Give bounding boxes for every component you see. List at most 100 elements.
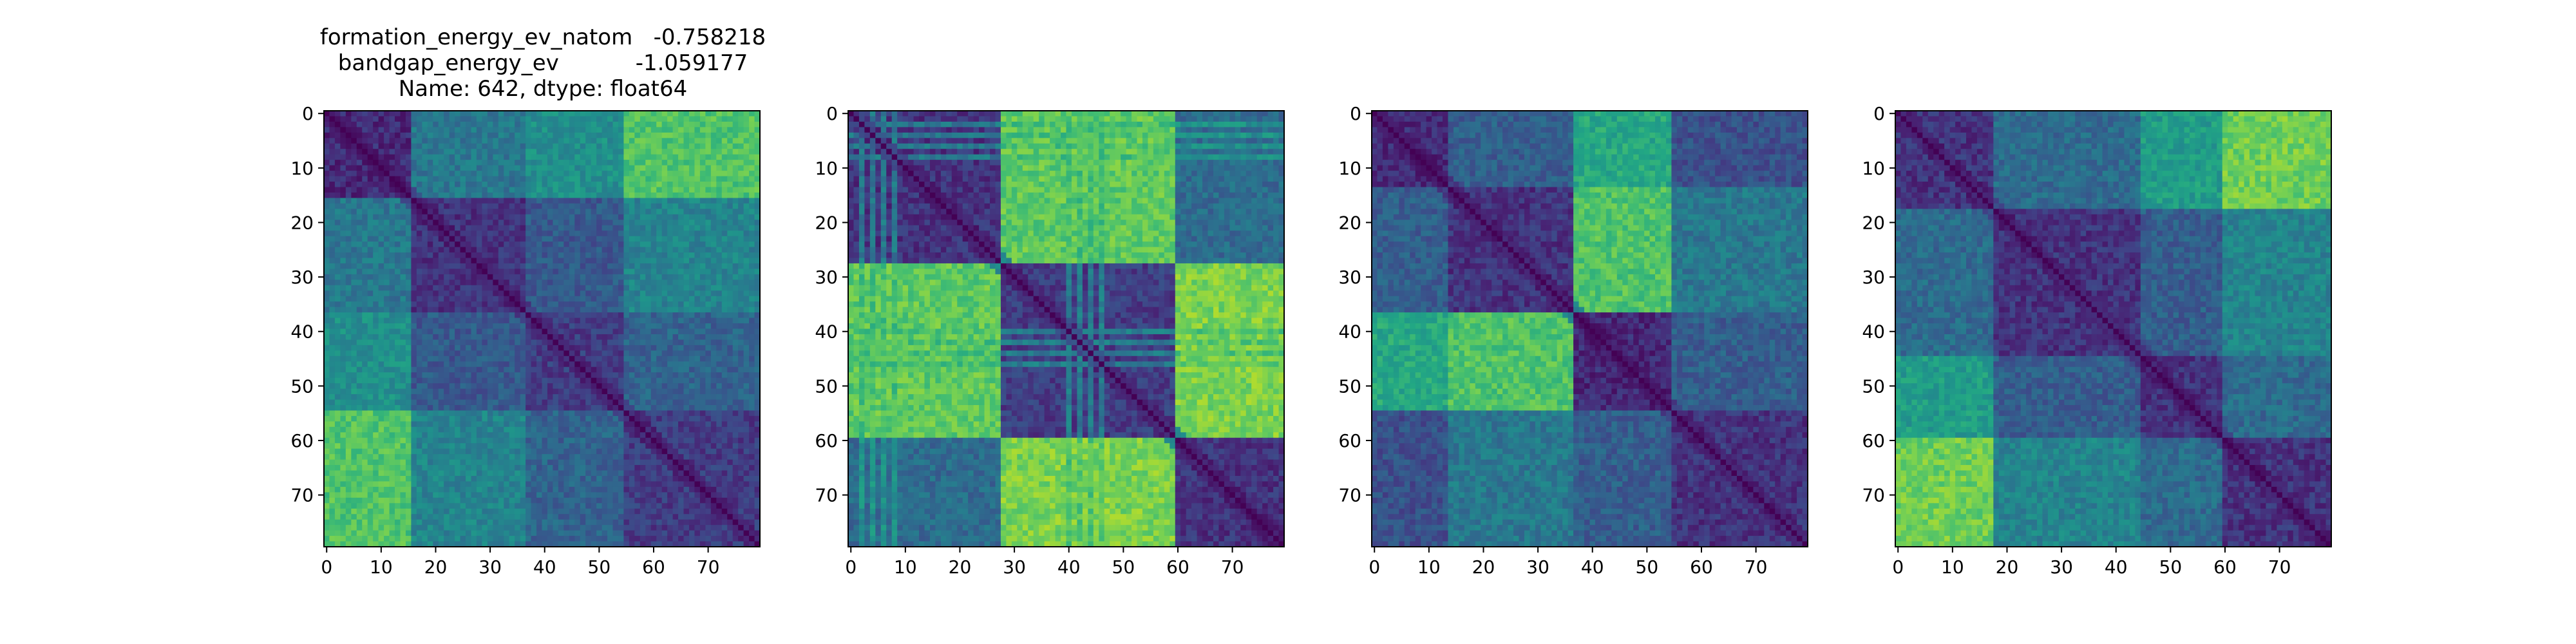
heatmap-cell [411,127,417,133]
heatmap-cell [585,247,591,253]
heatmap-cell [673,421,679,427]
heatmap-cell [667,383,673,389]
heatmap-cell [329,193,335,198]
heatmap-cell [439,122,444,128]
heatmap-cell [362,133,368,138]
heatmap-cell [591,432,597,438]
heatmap-cell [536,182,542,187]
heatmap-cell [591,258,597,263]
heatmap-cell [351,301,357,307]
heatmap-cell [689,356,695,362]
heatmap-cell [547,171,553,176]
heatmap-cell [542,182,548,187]
heatmap-cell [466,279,471,285]
heatmap-cell [580,290,586,296]
heatmap-cell [351,405,357,411]
heatmap-cell [417,318,422,324]
heatmap-cell [722,144,728,149]
heatmap-cell [596,269,602,274]
heatmap-cell [433,116,439,122]
heatmap-cell [488,274,493,280]
heatmap-cell [444,155,450,160]
heatmap-cell [673,307,679,313]
heatmap-cell [520,236,526,242]
heatmap-cell [749,372,755,378]
heatmap-cell [422,410,428,416]
heatmap-cell [711,438,717,444]
heatmap-cell [433,274,439,280]
heatmap-cell [504,367,509,373]
heatmap-cell [329,155,335,160]
heatmap-cell [591,438,597,444]
heatmap-cell [340,350,346,356]
heatmap-cell [542,252,548,258]
heatmap-cell [444,443,450,449]
heatmap-cell [651,116,657,122]
heatmap-cell [488,350,493,356]
heatmap-cell [623,334,629,340]
heatmap-cell [700,421,706,427]
heatmap-cell [607,400,613,406]
heatmap-cell [574,318,580,324]
heatmap-cell [651,236,657,242]
heatmap-cell [585,258,591,263]
heatmap-cell [542,400,548,406]
heatmap-cell [450,378,455,384]
heatmap-cell [607,312,613,318]
heatmap-cell [591,339,597,345]
heatmap-cell [667,312,673,318]
heatmap-cell [564,247,569,253]
heatmap-cell [351,323,357,329]
heatmap-cell [722,225,728,231]
heatmap-cell [613,166,619,171]
heatmap-cell [711,193,717,198]
heatmap-cell [607,247,613,253]
heatmap-cell [580,285,586,291]
heatmap-cell [651,329,657,335]
heatmap-cell [390,329,395,335]
heatmap-cell [444,279,450,285]
heatmap-cell [580,432,586,438]
heatmap-cell [733,334,739,340]
heatmap-cell [553,345,558,351]
heatmap-cell [329,400,335,406]
heatmap-cell [678,427,684,433]
heatmap-cell [417,252,422,258]
heatmap-cell [439,242,444,247]
heatmap-cell [460,176,466,182]
heatmap-cell [531,242,537,247]
heatmap-cell [444,187,450,193]
heatmap-cell [553,214,558,220]
heatmap-cell [749,400,755,406]
heatmap-cell [705,329,711,335]
heatmap-cell [733,155,739,160]
heatmap-cell [373,111,379,117]
heatmap-cell [607,410,613,416]
heatmap-cell [526,410,531,416]
heatmap-cell [384,372,390,378]
heatmap-cell [749,367,755,373]
heatmap-cell [569,138,575,144]
heatmap-cell [580,171,586,176]
heatmap-cell [390,345,395,351]
heatmap-cell [400,345,406,351]
heatmap-cell [727,312,733,318]
heatmap-cell [547,427,553,433]
heatmap-cell [428,214,433,220]
heatmap-cell [684,225,690,231]
heatmap-cell [711,301,717,307]
heatmap-cell [585,367,591,373]
heatmap-cell [455,356,460,362]
heatmap-cell [422,367,428,373]
heatmap-cell [711,405,717,411]
heatmap-cell [455,133,460,138]
heatmap-cell [368,334,374,340]
heatmap-cell [667,274,673,280]
heatmap-cell [450,187,455,193]
heatmap-cell [700,111,706,117]
heatmap-cell [678,410,684,416]
heatmap-cell [362,171,368,176]
heatmap-cell [547,242,553,247]
heatmap-cell [482,236,488,242]
heatmap-cell [716,193,722,198]
